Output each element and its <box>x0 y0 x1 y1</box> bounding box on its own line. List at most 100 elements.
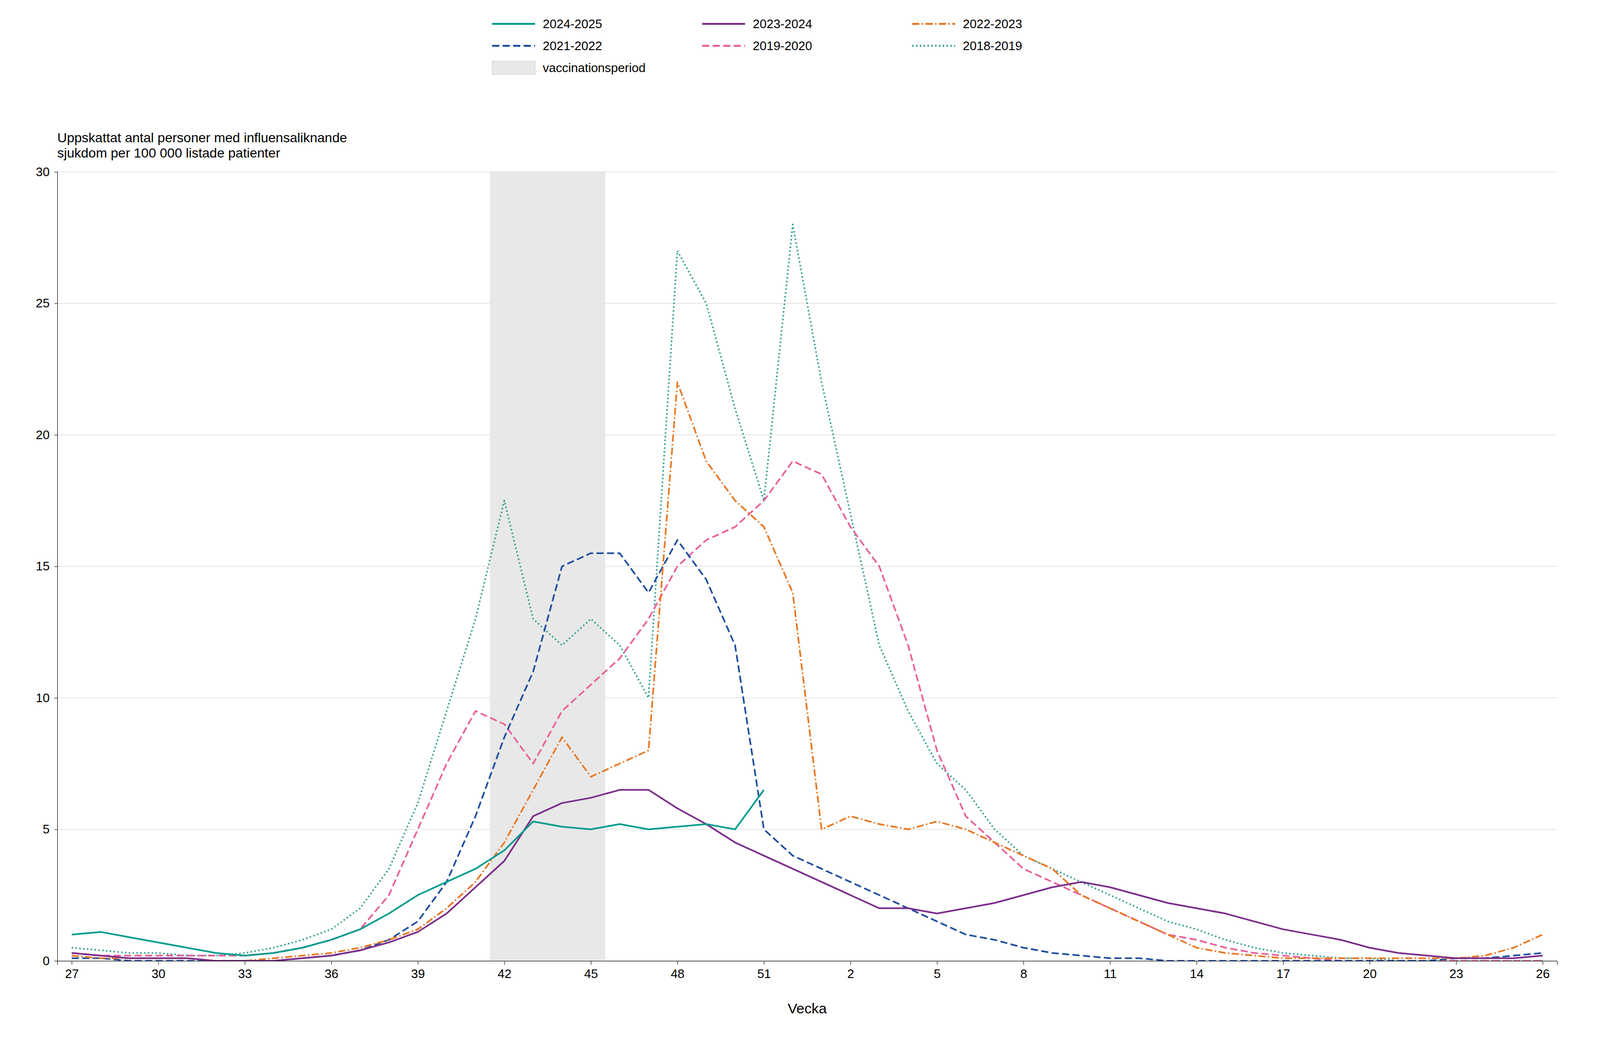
x-tick-label: 27 <box>64 966 79 981</box>
legend-label: vaccinationsperiod <box>542 60 646 75</box>
x-tick-label: 20 <box>1362 966 1377 981</box>
x-tick: 11 <box>1103 960 1117 981</box>
x-tick-label: 11 <box>1103 966 1117 981</box>
series-line <box>71 789 764 956</box>
legend-label: 2021-2022 <box>542 38 602 53</box>
x-tick: 42 <box>497 960 512 981</box>
x-tick: 39 <box>410 960 425 981</box>
x-tick-mark <box>763 960 765 965</box>
x-tick: 27 <box>64 960 79 981</box>
grid <box>57 171 1558 961</box>
grid-line <box>57 434 1558 436</box>
legend-swatch <box>492 22 536 25</box>
x-tick-mark <box>936 960 938 965</box>
y-tick-label: 30 <box>35 164 50 179</box>
x-tick-label: 39 <box>410 966 425 981</box>
title-line: Uppskattat antal personer med influensal… <box>57 130 348 146</box>
x-tick: 45 <box>584 960 599 981</box>
x-tick: 8 <box>1020 960 1027 981</box>
y-axis: 0 5 10 15 20 25 30 <box>35 164 58 969</box>
legend-item: 2018-2019 <box>912 38 1022 53</box>
y-tick: 15 <box>35 558 58 574</box>
y-tick-label: 0 <box>42 953 50 969</box>
series-line <box>71 382 1543 961</box>
y-axis-line <box>54 172 58 962</box>
x-tick-mark <box>1369 960 1370 965</box>
x-tick-label: 8 <box>1020 966 1027 981</box>
x-tick-mark <box>677 960 678 965</box>
legend-item: vaccinationsperiod <box>492 60 646 75</box>
marks <box>71 171 1543 961</box>
x-tick-mark <box>417 960 419 965</box>
x-tick-mark <box>331 960 332 965</box>
legend-label: 2022-2023 <box>962 16 1022 32</box>
y-tick-mark <box>54 171 58 173</box>
grid-line <box>57 171 1558 173</box>
y-tick: 10 <box>35 690 58 706</box>
y-tick-label: 10 <box>35 690 50 706</box>
legend-swatch <box>492 44 536 47</box>
x-tick: 33 <box>238 960 253 981</box>
y-tick-label: 5 <box>42 821 50 837</box>
legend-label: 2019-2020 <box>752 38 812 53</box>
y-tick-mark <box>54 697 58 699</box>
y-tick-mark <box>54 566 58 568</box>
x-tick-label: 48 <box>670 966 685 981</box>
x-tick: 14 <box>1189 960 1204 981</box>
legend-label: 2023-2024 <box>752 16 812 32</box>
legend-item: 2021-2022 <box>492 38 602 53</box>
legend-item: 2023-2024 <box>702 16 812 32</box>
grid-line <box>57 566 1558 568</box>
x-tick-mark <box>157 960 159 965</box>
x-tick: 36 <box>324 960 339 981</box>
x-tick: 20 <box>1362 960 1377 981</box>
y-tick: 20 <box>35 427 58 443</box>
y-tick-label: 15 <box>35 558 50 574</box>
y-tick-label: 25 <box>35 295 50 311</box>
y-tick-label: 20 <box>35 427 50 443</box>
grid-line <box>57 697 1558 699</box>
series-line <box>71 461 1543 961</box>
x-tick-mark <box>590 960 592 965</box>
y-tick-mark <box>54 960 58 962</box>
x-tick-mark <box>71 960 73 965</box>
x-tick-label: 51 <box>757 966 771 981</box>
x-tick-mark <box>244 960 246 965</box>
legend: 2024-2025 2023-2024 2022-2023 2021-2022 2019… <box>492 16 1022 75</box>
x-tick-label: 26 <box>1536 966 1550 981</box>
x-tick-mark <box>850 960 852 965</box>
x-tick-label: 17 <box>1276 966 1291 981</box>
series-line <box>71 224 1543 961</box>
legend-swatch <box>912 22 956 25</box>
x-tick: 17 <box>1276 960 1291 981</box>
x-tick: 23 <box>1449 960 1464 981</box>
x-tick-label: 30 <box>151 966 166 981</box>
x-tick-label: 5 <box>933 966 941 981</box>
x-tick-label: 2 <box>847 966 854 981</box>
x-tick-label: 45 <box>584 966 599 981</box>
x-tick-mark <box>1542 960 1544 965</box>
x-tick-label: 42 <box>497 966 512 981</box>
legend-label: 2018-2019 <box>962 38 1022 53</box>
series-line <box>71 539 1543 961</box>
x-tick-label: 14 <box>1189 966 1204 981</box>
title: Uppskattat antal personer med influensal… <box>57 130 348 161</box>
legend-item: 2019-2020 <box>702 38 812 53</box>
x-tick-mark <box>1283 960 1284 965</box>
plot-area: 2730333639424548512581114172023260510152… <box>35 164 1558 1017</box>
x-tick-mark <box>1023 960 1024 965</box>
y-tick-mark <box>54 303 58 305</box>
legend-item: 2024-2025 <box>492 16 602 32</box>
x-tick-mark <box>1196 960 1198 965</box>
x-tick-label: 23 <box>1449 966 1464 981</box>
x-tick-label: 33 <box>238 966 253 981</box>
x-tick: 48 <box>670 960 685 981</box>
x-axis: 27 30 33 36 39 42 45 48 51 2 5 8 11 14 17 20 23 26 <box>57 960 1558 981</box>
y-tick-mark <box>54 434 58 436</box>
x-axis-line <box>57 961 1558 966</box>
legend-swatch <box>702 44 746 47</box>
x-tick: 2 <box>847 960 854 981</box>
legend-swatch <box>492 61 536 75</box>
legend-label: 2024-2025 <box>542 16 602 32</box>
x-tick: 5 <box>933 960 941 981</box>
